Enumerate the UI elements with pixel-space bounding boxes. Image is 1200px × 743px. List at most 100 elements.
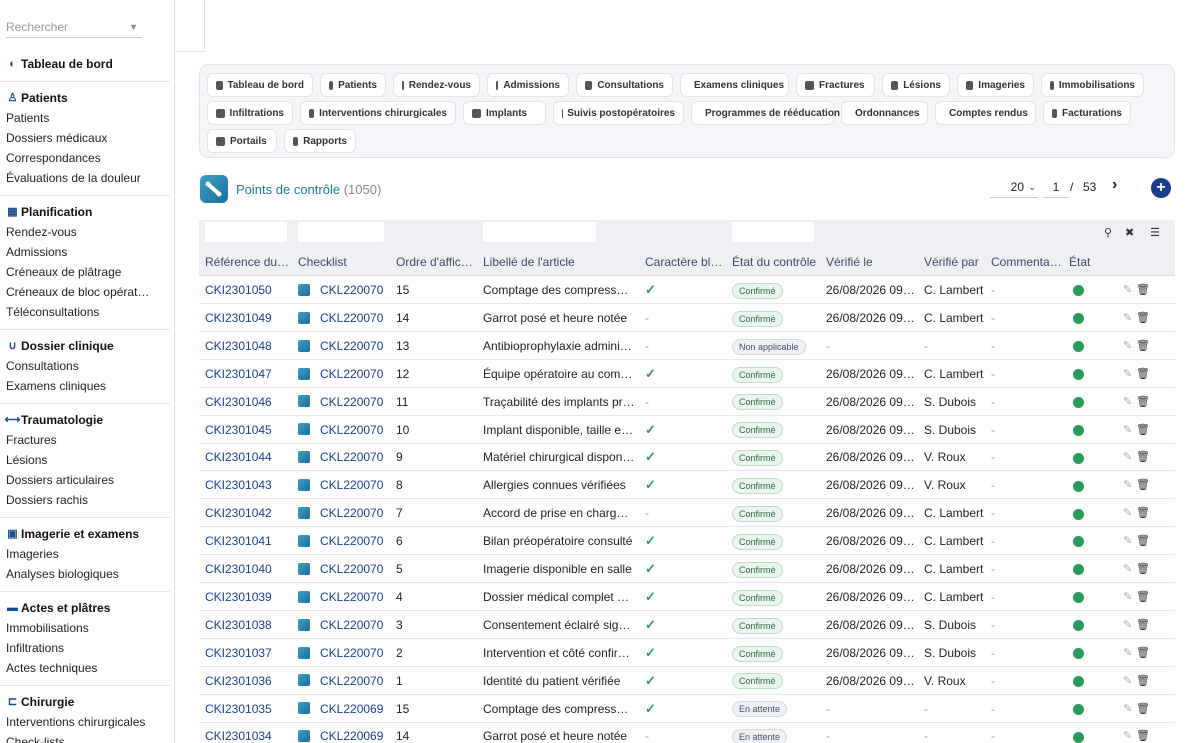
col-verifie-le-header[interactable]: Vérifié le: [826, 255, 873, 269]
reference-link[interactable]: CKI2301043: [205, 478, 272, 493]
trash-icon[interactable]: 🗑: [1136, 310, 1150, 324]
col-libelle-header[interactable]: Libellé de l'article: [483, 255, 575, 269]
checklist-link[interactable]: CKL220070: [298, 611, 390, 639]
edit-icon[interactable]: ✎: [1123, 563, 1133, 575]
reference-link[interactable]: CKI2301034: [205, 729, 272, 743]
sidebar-item[interactable]: Dossiers rachis: [6, 493, 89, 507]
filter-reference-input[interactable]: [205, 222, 287, 242]
trash-icon[interactable]: 🗑: [1136, 422, 1150, 436]
table-row[interactable]: CKI2301050 CKL220070 15 Comptage des compre…: [199, 276, 1175, 304]
reference-link[interactable]: CKI2301050: [205, 283, 272, 297]
module-chip[interactable]: Rapports: [284, 129, 356, 153]
reference-link[interactable]: CKI2301037: [205, 645, 272, 660]
reference-link[interactable]: CKI2301041: [205, 534, 272, 549]
col-checklist-header[interactable]: Checklist: [298, 255, 347, 269]
reference-link[interactable]: CKI2301045: [205, 422, 272, 437]
sidebar-item[interactable]: Correspondances: [6, 151, 101, 165]
module-chip[interactable]: Imageries: [957, 73, 1034, 97]
sidebar-section-header[interactable]: ⊏ Chirurgie: [0, 692, 170, 712]
checklist-link[interactable]: CKL220070: [298, 304, 390, 332]
sidebar-item[interactable]: Consultations: [6, 359, 79, 373]
edit-icon[interactable]: ✎: [1123, 535, 1133, 548]
edit-icon[interactable]: ✎: [1123, 284, 1133, 296]
col-etat-controle-header[interactable]: État du contrôle: [732, 255, 817, 269]
table-row[interactable]: CKI2301045 CKL220070 10 Implant disponible,…: [199, 416, 1175, 444]
edit-icon[interactable]: ✎: [1123, 507, 1133, 520]
next-page-icon[interactable]: ›: [1112, 176, 1118, 193]
table-row[interactable]: CKI2301047 CKL220070 12 Équipe opératoire a…: [199, 360, 1175, 388]
trash-icon[interactable]: 🗑: [1136, 645, 1150, 659]
sidebar-item[interactable]: Téléconsultations: [6, 305, 100, 319]
sidebar-item[interactable]: Créneaux de plâtrage: [6, 265, 122, 279]
reference-link[interactable]: CKI2301036: [205, 673, 272, 688]
trash-icon[interactable]: 🗑: [1136, 617, 1150, 631]
edit-icon[interactable]: ✎: [1123, 339, 1133, 352]
sidebar-item[interactable]: Admissions: [6, 245, 68, 259]
trash-icon[interactable]: 🗑: [1136, 478, 1150, 492]
sidebar-item[interactable]: Infiltrations: [6, 641, 65, 655]
table-row[interactable]: CKI2301041 CKL220070 6 Bilan préopératoire …: [199, 527, 1175, 556]
checklist-link[interactable]: CKL220070: [298, 555, 390, 583]
sidebar-item[interactable]: Rendez-vous: [6, 225, 77, 239]
trash-icon[interactable]: 🗑: [1136, 562, 1150, 575]
filter-etat-controle-input[interactable]: [732, 222, 814, 242]
checklist-link[interactable]: CKL220070: [298, 276, 390, 304]
edit-icon[interactable]: ✎: [1123, 479, 1133, 492]
trash-icon[interactable]: 🗑: [1136, 366, 1150, 380]
trash-icon[interactable]: 🗑: [1136, 589, 1150, 603]
reference-link[interactable]: CKI2301035: [205, 701, 272, 716]
module-chip[interactable]: Portails: [207, 129, 277, 153]
sidebar-item[interactable]: Dossiers médicaux: [6, 131, 108, 145]
col-reference-header[interactable]: Référence du …: [205, 255, 291, 269]
table-row[interactable]: CKI2301035 CKL220069 15 Comptage des compre…: [199, 695, 1175, 723]
trash-icon[interactable]: 🗑: [1136, 338, 1150, 352]
trash-icon[interactable]: 🗑: [1136, 394, 1150, 408]
trash-icon[interactable]: 🗑: [1136, 534, 1150, 548]
chevron-down-icon[interactable]: ▼: [129, 22, 138, 32]
trash-icon[interactable]: 🗑: [1136, 450, 1150, 464]
col-ordre-header[interactable]: Ordre d'affic…: [396, 255, 473, 269]
edit-icon[interactable]: ✎: [1123, 423, 1133, 436]
module-chip[interactable]: Facturations: [1043, 101, 1131, 125]
table-row[interactable]: CKI2301038 CKL220070 3 Consentement éclairé…: [199, 611, 1175, 639]
sidebar-item[interactable]: Interventions chirurgicales: [6, 715, 146, 729]
edit-icon[interactable]: ✎: [1123, 395, 1133, 408]
clear-filter-icon[interactable]: ✖: [1125, 227, 1135, 239]
table-row[interactable]: CKI2301042 CKL220070 7 Accord de prise en c…: [199, 499, 1175, 528]
table-row[interactable]: CKI2301044 CKL220070 9 Matériel chirurgical…: [199, 443, 1175, 472]
trash-icon[interactable]: 🗑: [1136, 506, 1150, 520]
reference-link[interactable]: CKI2301042: [205, 506, 272, 521]
module-chip[interactable]: Lésions: [882, 73, 950, 97]
reference-link[interactable]: CKI2301039: [205, 589, 272, 604]
sidebar-item[interactable]: Imageries: [6, 547, 59, 561]
module-chip[interactable]: Programmes de rééducation: [691, 101, 840, 125]
reference-link[interactable]: CKI2301046: [205, 394, 272, 409]
col-verifie-par-header[interactable]: Vérifié par: [924, 255, 979, 269]
module-chip[interactable]: Consultations: [576, 73, 673, 97]
filter-libelle-input[interactable]: [483, 222, 596, 242]
trash-icon[interactable]: 🗑: [1136, 673, 1150, 687]
table-row[interactable]: CKI2301048 CKL220070 13 Antibioprophylaxie …: [199, 332, 1175, 360]
trash-icon[interactable]: 🗑: [1136, 729, 1150, 743]
search-icon[interactable]: ⚲: [1104, 227, 1113, 239]
sidebar-search-input[interactable]: Rechercher ▼: [6, 16, 142, 38]
module-chip[interactable]: Infiltrations: [207, 101, 293, 125]
checklist-link[interactable]: CKL220070: [298, 416, 390, 444]
sidebar-item[interactable]: Évaluations de la douleur: [6, 171, 141, 185]
table-row[interactable]: CKI2301039 CKL220070 4 Dossier médical comp…: [199, 583, 1175, 611]
table-row[interactable]: CKI2301046 CKL220070 11 Traçabilité des imp…: [199, 388, 1175, 416]
add-button[interactable]: +: [1151, 178, 1171, 198]
module-chip[interactable]: Interventions chirurgicales: [300, 101, 456, 125]
sidebar-section-header[interactable]: ▬ Actes et plâtres: [0, 598, 170, 618]
edit-icon[interactable]: ✎: [1123, 311, 1133, 324]
table-row[interactable]: CKI2301040 CKL220070 5 Imagerie disponible …: [199, 555, 1175, 583]
column-list-icon[interactable]: ☰: [1150, 227, 1160, 239]
page-size-select[interactable]: 20 ⌄: [990, 178, 1038, 198]
checklist-link[interactable]: CKL220070: [298, 388, 390, 416]
module-chip[interactable]: Examens cliniques: [680, 73, 789, 97]
table-row[interactable]: CKI2301037 CKL220070 2 Intervention et côté…: [199, 639, 1175, 667]
sidebar-item[interactable]: Analyses biologiques: [6, 567, 119, 581]
table-row[interactable]: CKI2301036 CKL220070 1 Identité du patient …: [199, 667, 1175, 695]
col-bloquant-header[interactable]: Caractère bl…: [645, 255, 723, 269]
reference-link[interactable]: CKI2301038: [205, 617, 272, 632]
